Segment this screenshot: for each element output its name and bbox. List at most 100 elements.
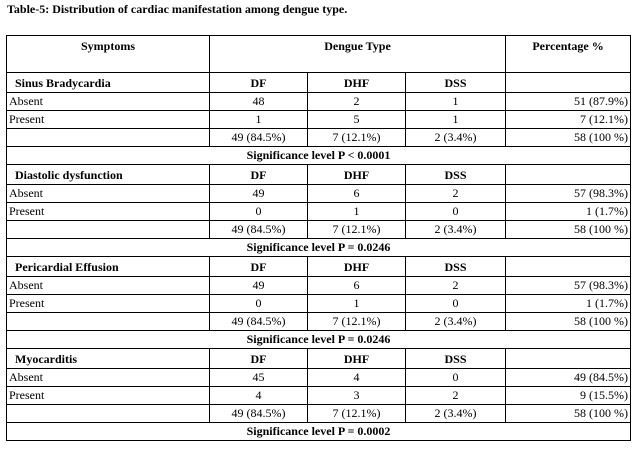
significance-level: Significance level P = 0.0002 <box>5 422 632 441</box>
table-body: Symptoms Dengue Type Percentage % Sinus … <box>5 35 632 441</box>
table-row: Present 4 3 2 9 (15.5%) <box>6 386 632 405</box>
significance-row: Significance level P = 0.0246 <box>5 330 632 349</box>
total-dss: 2 (3.4%) <box>404 220 507 239</box>
symptom-group-header: Pericardial Effusion DF DHF DSS <box>6 256 632 277</box>
header-percentage: Percentage % <box>505 35 632 73</box>
value-df: 0 <box>209 202 308 221</box>
value-dhf: 1 <box>307 294 406 313</box>
total-dhf: 7 (12.1%) <box>307 404 406 423</box>
value-dss: 0 <box>404 294 507 313</box>
total-row: 49 (84.5%) 7 (12.1%) 2 (3.4%) 58 (100 %) <box>6 312 632 331</box>
value-dhf: 6 <box>307 276 406 295</box>
header-symptoms: Symptoms <box>6 35 210 73</box>
total-dss: 2 (3.4%) <box>404 312 507 331</box>
value-df: 0 <box>209 294 308 313</box>
total-label-blank <box>6 220 210 239</box>
row-label: Absent <box>6 276 210 295</box>
table-row: Present 0 1 0 1 (1.7%) <box>6 294 632 313</box>
total-row: 49 (84.5%) 7 (12.1%) 2 (3.4%) 58 (100 %) <box>6 404 632 423</box>
group-header-blank <box>505 164 632 185</box>
col-label-dhf: DHF <box>307 72 406 93</box>
symptom-name: Myocarditis <box>6 348 210 369</box>
value-dhf: 4 <box>307 368 406 387</box>
total-df: 49 (84.5%) <box>209 312 308 331</box>
col-label-df: DF <box>209 72 308 93</box>
col-label-df: DF <box>209 256 308 277</box>
value-dss: 0 <box>404 368 507 387</box>
symptom-group-header: Sinus Bradycardia DF DHF DSS <box>6 72 632 93</box>
total-df: 49 (84.5%) <box>209 404 308 423</box>
significance-level: Significance level P = 0.0246 <box>5 238 632 257</box>
value-percentage: 1 (1.7%) <box>505 294 632 313</box>
table-row: Absent 49 6 2 57 (98.3%) <box>6 276 632 295</box>
significance-level: Significance level P = 0.0246 <box>5 330 632 349</box>
value-df: 49 <box>209 276 308 295</box>
col-label-dhf: DHF <box>307 348 406 369</box>
significance-row: Significance level P = 0.0246 <box>5 238 632 257</box>
total-df: 49 (84.5%) <box>209 128 308 147</box>
value-df: 49 <box>209 184 308 203</box>
significance-row: Significance level P < 0.0001 <box>5 146 632 165</box>
col-label-dhf: DHF <box>307 256 406 277</box>
value-dss: 2 <box>404 184 507 203</box>
table-row: Present 1 5 1 7 (12.1%) <box>6 110 632 129</box>
header-dengue-type: Dengue Type <box>208 35 507 73</box>
col-label-dss: DSS <box>404 348 507 369</box>
symptom-name: Sinus Bradycardia <box>6 72 210 93</box>
row-label: Present <box>6 294 210 313</box>
value-dss: 1 <box>404 92 507 111</box>
value-dhf: 1 <box>307 202 406 221</box>
total-label-blank <box>6 404 210 423</box>
value-df: 1 <box>209 110 308 129</box>
significance-level: Significance level P < 0.0001 <box>5 146 632 165</box>
total-percentage: 58 (100 %) <box>505 404 632 423</box>
header-row: Symptoms Dengue Type Percentage % <box>6 35 632 73</box>
table-row: Absent 48 2 1 51 (87.9%) <box>6 92 632 111</box>
total-percentage: 58 (100 %) <box>505 128 632 147</box>
table-row: Absent 45 4 0 49 (84.5%) <box>6 368 632 387</box>
symptom-name: Diastolic dysfunction <box>6 164 210 185</box>
value-dss: 2 <box>404 386 507 405</box>
value-percentage: 51 (87.9%) <box>505 92 632 111</box>
total-df: 49 (84.5%) <box>209 220 308 239</box>
value-dhf: 2 <box>307 92 406 111</box>
value-dhf: 6 <box>307 184 406 203</box>
total-label-blank <box>6 128 210 147</box>
value-dhf: 3 <box>307 386 406 405</box>
value-percentage: 7 (12.1%) <box>505 110 632 129</box>
value-dhf: 5 <box>307 110 406 129</box>
significance-row: Significance level P = 0.0002 <box>5 422 632 441</box>
row-label: Absent <box>6 368 210 387</box>
col-label-dhf: DHF <box>307 164 406 185</box>
total-dss: 2 (3.4%) <box>404 404 507 423</box>
symptom-group-header: Diastolic dysfunction DF DHF DSS <box>6 164 632 185</box>
value-percentage: 9 (15.5%) <box>505 386 632 405</box>
total-dhf: 7 (12.1%) <box>307 312 406 331</box>
value-dss: 2 <box>404 276 507 295</box>
group-header-blank <box>505 256 632 277</box>
group-header-blank <box>505 72 632 93</box>
cardiac-manifestation-table: Symptoms Dengue Type Percentage % Sinus … <box>5 35 632 441</box>
total-dss: 2 (3.4%) <box>404 128 507 147</box>
symptom-group-header: Myocarditis DF DHF DSS <box>6 348 632 369</box>
table-caption: Table-5: Distribution of cardiac manifes… <box>7 2 348 16</box>
value-dss: 0 <box>404 202 507 221</box>
row-label: Present <box>6 386 210 405</box>
col-label-df: DF <box>209 348 308 369</box>
total-label-blank <box>6 312 210 331</box>
table-row: Absent 49 6 2 57 (98.3%) <box>6 184 632 203</box>
col-label-df: DF <box>209 164 308 185</box>
row-label: Absent <box>6 92 210 111</box>
total-dhf: 7 (12.1%) <box>307 220 406 239</box>
value-dss: 1 <box>404 110 507 129</box>
col-label-dss: DSS <box>404 256 507 277</box>
group-header-blank <box>505 348 632 369</box>
total-percentage: 58 (100 %) <box>505 220 632 239</box>
col-label-dss: DSS <box>404 72 507 93</box>
row-label: Absent <box>6 184 210 203</box>
total-row: 49 (84.5%) 7 (12.1%) 2 (3.4%) 58 (100 %) <box>6 220 632 239</box>
symptom-name: Pericardial Effusion <box>6 256 210 277</box>
table-row: Present 0 1 0 1 (1.7%) <box>6 202 632 221</box>
value-percentage: 49 (84.5%) <box>505 368 632 387</box>
col-label-dss: DSS <box>404 164 507 185</box>
